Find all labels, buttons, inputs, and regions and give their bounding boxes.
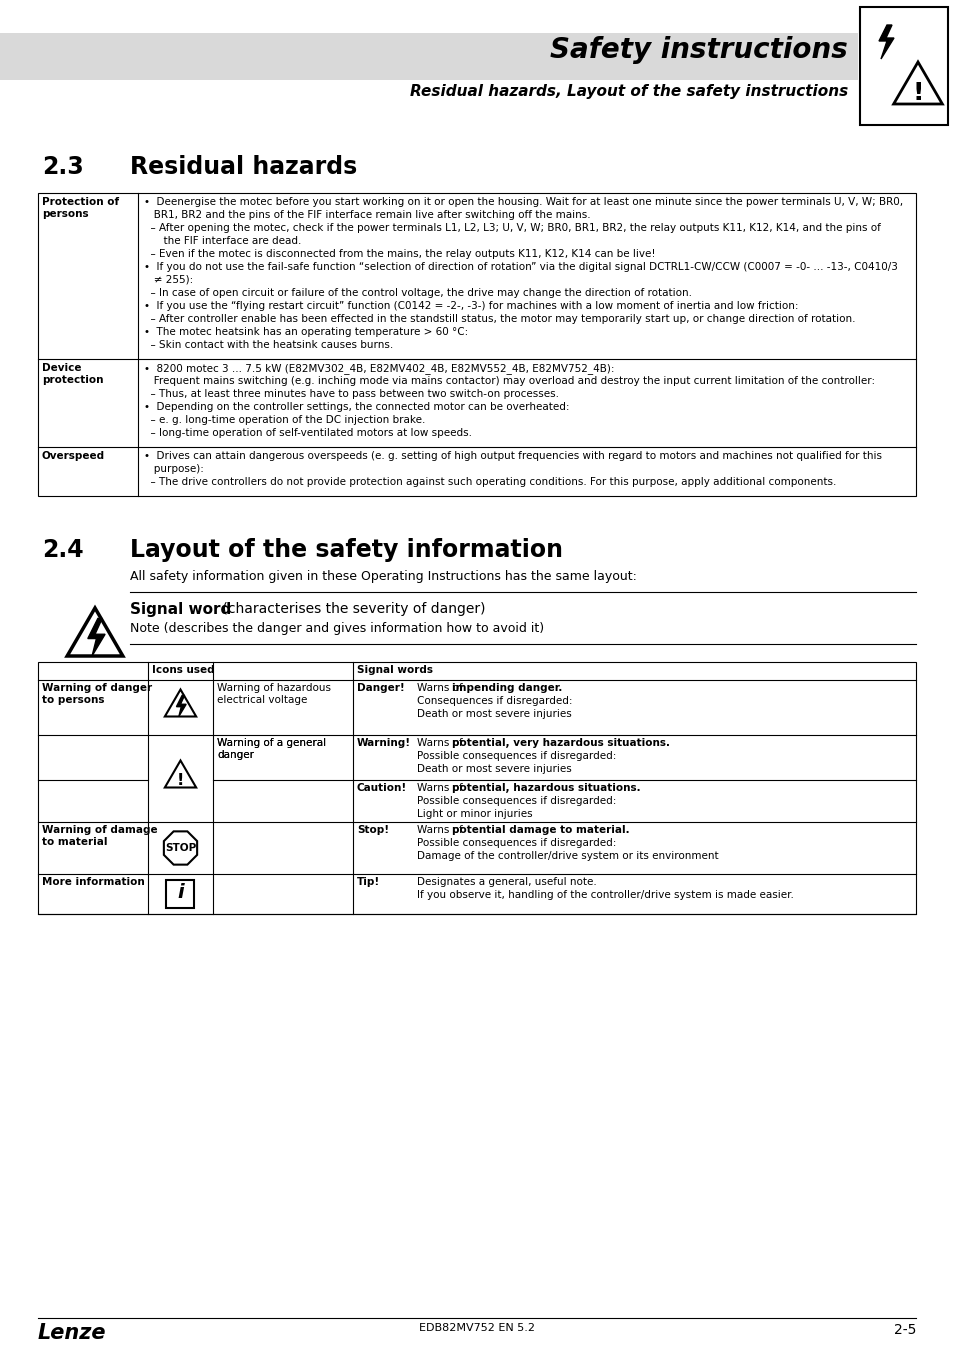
Bar: [0, 32, 857, 80]
Text: •  Deenergise the motec before you start working on it or open the housing. Wait: • Deenergise the motec before you start …: [144, 197, 902, 207]
Text: Consequences if disregarded:: Consequences if disregarded:: [416, 697, 572, 706]
Text: Frequent mains switching (e.g. inching mode via mains contactor) may overload an: Frequent mains switching (e.g. inching m…: [144, 377, 874, 386]
Text: Caution!: Caution!: [356, 783, 407, 792]
Text: potential, very hazardous situations.: potential, very hazardous situations.: [452, 738, 669, 748]
Bar: [859, 7, 947, 126]
Text: Warns of: Warns of: [416, 683, 465, 693]
Text: Lenze: Lenze: [38, 1323, 107, 1343]
Text: – After opening the motec, check if the power terminals L1, L2, L3; U, V, W; BR0: – After opening the motec, check if the …: [144, 223, 880, 234]
Text: Light or minor injuries: Light or minor injuries: [416, 809, 532, 819]
Text: If you observe it, handling of the controller/drive system is made easier.: If you observe it, handling of the contr…: [416, 890, 793, 900]
Text: !: !: [176, 772, 184, 788]
Text: EDB82MV752 EN 5.2: EDB82MV752 EN 5.2: [418, 1323, 535, 1332]
Text: Residual hazards, Layout of the safety instructions: Residual hazards, Layout of the safety i…: [410, 84, 847, 99]
Text: Death or most severe injuries: Death or most severe injuries: [416, 709, 571, 720]
Text: – Even if the motec is disconnected from the mains, the relay outputs K11, K12, : – Even if the motec is disconnected from…: [144, 248, 655, 259]
Text: •  8200 motec 3 ... 7.5 kW (E82MV302_4B, E82MV402_4B, E82MV552_4B, E82MV752_4B):: • 8200 motec 3 ... 7.5 kW (E82MV302_4B, …: [144, 363, 614, 374]
Text: Signal word: Signal word: [130, 602, 231, 617]
Bar: [38, 193, 915, 495]
Text: i: i: [177, 883, 184, 903]
Text: •  Drives can attain dangerous overspeeds (e. g. setting of high output frequenc: • Drives can attain dangerous overspeeds…: [144, 451, 882, 460]
Text: purpose):: purpose):: [144, 464, 204, 474]
Text: (characterises the severity of danger): (characterises the severity of danger): [218, 602, 485, 616]
Text: Overspeed: Overspeed: [42, 451, 105, 460]
Polygon shape: [893, 62, 942, 104]
Bar: [38, 662, 915, 914]
Text: the FIF interface are dead.: the FIF interface are dead.: [144, 236, 301, 246]
Polygon shape: [67, 608, 123, 656]
Text: Possible consequences if disregarded:: Possible consequences if disregarded:: [416, 751, 616, 761]
Text: Stop!: Stop!: [356, 825, 389, 836]
Text: Device
protection: Device protection: [42, 363, 103, 385]
Text: – Thus, at least three minutes have to pass between two switch-on processes.: – Thus, at least three minutes have to p…: [144, 389, 558, 400]
Text: Warns of: Warns of: [416, 738, 465, 748]
Polygon shape: [165, 760, 196, 787]
Text: Possible consequences if disregarded:: Possible consequences if disregarded:: [416, 796, 616, 806]
Text: Danger!: Danger!: [356, 683, 404, 693]
Polygon shape: [878, 26, 893, 59]
Text: •  If you use the “flying restart circuit” function (C0142 = -2-, -3-) for machi: • If you use the “flying restart circuit…: [144, 301, 798, 310]
Text: Damage of the controller/drive system or its environment: Damage of the controller/drive system or…: [416, 850, 718, 861]
Text: impending danger.: impending danger.: [452, 683, 562, 693]
Text: – e. g. long-time operation of the DC injection brake.: – e. g. long-time operation of the DC in…: [144, 414, 425, 425]
Text: – After controller enable has been effected in the standstill status, the motor : – After controller enable has been effec…: [144, 315, 855, 324]
Text: •  If you do not use the fail-safe function “selection of direction of rotation”: • If you do not use the fail-safe functi…: [144, 262, 897, 271]
Text: potential, hazardous situations.: potential, hazardous situations.: [452, 783, 640, 792]
Text: Death or most severe injuries: Death or most severe injuries: [416, 764, 571, 774]
Text: Warning of a general
danger: Warning of a general danger: [216, 738, 326, 760]
Text: Safety instructions: Safety instructions: [550, 36, 847, 63]
Text: Protection of
persons: Protection of persons: [42, 197, 119, 219]
Text: 2.3: 2.3: [42, 155, 84, 180]
Text: More information: More information: [42, 878, 145, 887]
Text: 2-5: 2-5: [893, 1323, 915, 1336]
Polygon shape: [165, 690, 196, 717]
Text: BR1, BR2 and the pins of the FIF interface remain live after switching off the m: BR1, BR2 and the pins of the FIF interfa…: [144, 211, 590, 220]
Text: Designates a general, useful note.: Designates a general, useful note.: [416, 878, 597, 887]
Text: Warning of a general
danger: Warning of a general danger: [216, 738, 326, 760]
Text: •  The motec heatsink has an operating temperature > 60 °C:: • The motec heatsink has an operating te…: [144, 327, 468, 338]
Text: Residual hazards: Residual hazards: [130, 155, 356, 180]
Text: – long-time operation of self-ventilated motors at low speeds.: – long-time operation of self-ventilated…: [144, 428, 472, 437]
Bar: [167, 880, 194, 909]
Text: Tip!: Tip!: [356, 878, 380, 887]
Text: Layout of the safety information: Layout of the safety information: [130, 539, 562, 562]
Text: Warning of hazardous
electrical voltage: Warning of hazardous electrical voltage: [216, 683, 331, 705]
Text: Warning!: Warning!: [356, 738, 411, 748]
Text: Warns of: Warns of: [416, 825, 465, 836]
Polygon shape: [164, 832, 197, 864]
Text: – Skin contact with the heatsink causes burns.: – Skin contact with the heatsink causes …: [144, 340, 393, 350]
Polygon shape: [88, 618, 105, 656]
Text: All safety information given in these Operating Instructions has the same layout: All safety information given in these Op…: [130, 570, 637, 583]
Text: Note (describes the danger and gives information how to avoid it): Note (describes the danger and gives inf…: [130, 622, 543, 634]
Text: – The drive controllers do not provide protection against such operating conditi: – The drive controllers do not provide p…: [144, 477, 836, 487]
Text: Warning of danger
to persons: Warning of danger to persons: [42, 683, 152, 705]
Text: ≠ 255):: ≠ 255):: [144, 275, 193, 285]
Text: Signal words: Signal words: [356, 666, 433, 675]
Text: – In case of open circuit or failure of the control voltage, the drive may chang: – In case of open circuit or failure of …: [144, 288, 691, 298]
Text: STOP: STOP: [165, 842, 196, 853]
Text: !: !: [911, 81, 923, 105]
Text: Warns of: Warns of: [416, 783, 465, 792]
Text: •  Depending on the controller settings, the connected motor can be overheated:: • Depending on the controller settings, …: [144, 402, 569, 412]
Text: 2.4: 2.4: [42, 539, 84, 562]
Polygon shape: [176, 695, 186, 717]
Text: Possible consequences if disregarded:: Possible consequences if disregarded:: [416, 838, 616, 848]
Text: potential damage to material.: potential damage to material.: [452, 825, 629, 836]
Text: Warning of damage
to material: Warning of damage to material: [42, 825, 157, 846]
Text: Icons used: Icons used: [152, 666, 214, 675]
